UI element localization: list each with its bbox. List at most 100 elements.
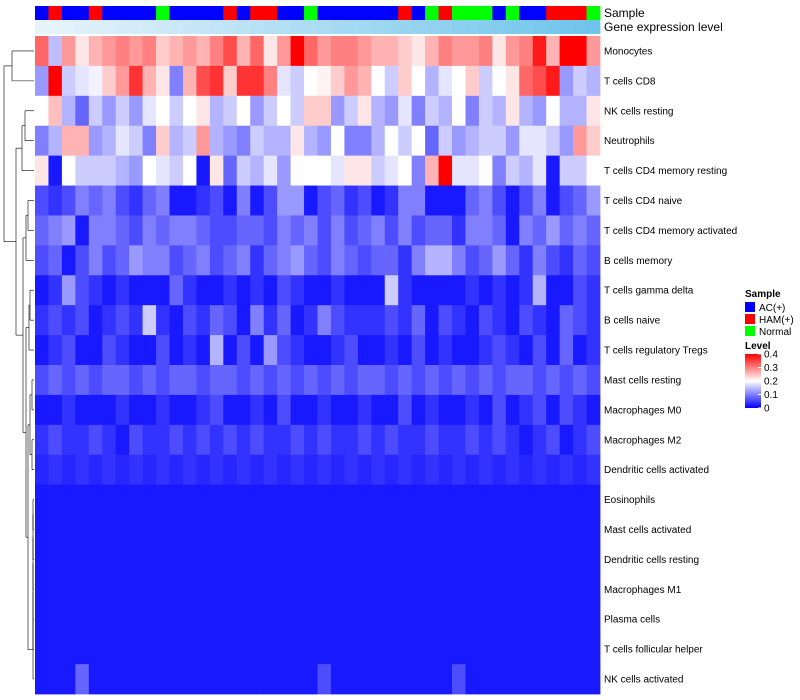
heatmap-cell: [102, 484, 117, 515]
heatmap-cell: [263, 574, 278, 605]
heatmap-cell: [371, 95, 386, 127]
heatmap-cell: [61, 335, 76, 366]
heatmap-cell: [546, 484, 561, 515]
heatmap-cell: [263, 275, 278, 306]
heatmap-cell: [546, 65, 561, 97]
heatmap-cell: [438, 394, 453, 426]
heatmap-cell: [478, 275, 493, 306]
row-label: T cells CD8: [604, 76, 656, 87]
heatmap-cell: [411, 424, 426, 456]
heatmap-cell: [425, 65, 439, 97]
heatmap-cell: [317, 424, 332, 456]
heatmap-cell: [330, 574, 345, 605]
heatmap-cell: [505, 155, 520, 186]
heatmap-cell: [478, 95, 493, 127]
heatmap-cell: [250, 664, 265, 695]
heatmap-cell: [505, 394, 520, 426]
heatmap-cell: [573, 394, 587, 426]
heatmap-cell: [505, 335, 520, 366]
heatmap-cell: [129, 305, 144, 336]
heatmap-cell: [182, 484, 197, 515]
heatmap-cell: [411, 574, 426, 605]
heatmap-cell: [452, 454, 466, 486]
sample-legend-label: Normal: [759, 327, 791, 338]
heatmap-cell: [115, 394, 130, 426]
heatmap-cell: [317, 454, 332, 486]
heatmap-cell: [559, 454, 574, 486]
heatmap-cell: [102, 424, 117, 456]
heatmap-cell: [209, 394, 224, 426]
heatmap-cell: [573, 484, 587, 515]
sample-annotation-cell: [478, 6, 493, 20]
heatmap-cell: [505, 454, 520, 486]
heatmap-cell: [48, 484, 63, 515]
heatmap-cell: [586, 484, 601, 515]
heatmap-cell: [478, 185, 493, 216]
heatmap-cell: [182, 454, 197, 486]
sample-annotation-cell: [115, 6, 130, 20]
heatmap-cell: [573, 65, 587, 97]
heatmap-cell: [115, 245, 130, 276]
heatmap-cell: [384, 634, 399, 665]
heatmap-cell: [304, 95, 318, 127]
heatmap-cell: [75, 36, 90, 67]
heatmap-cell: [573, 365, 587, 396]
heatmap-cell: [546, 365, 561, 396]
heatmap-cell: [156, 185, 170, 216]
heatmap-cell: [223, 394, 238, 426]
heatmap-cell: [452, 305, 466, 336]
heatmap-cell: [465, 275, 480, 306]
heatmap-cell: [88, 36, 103, 67]
heatmap-cell: [196, 215, 211, 246]
heatmap-cell: [465, 424, 480, 456]
heatmap-cell: [344, 394, 359, 426]
sample-annotation-cell: [304, 6, 318, 20]
heatmap-cell: [169, 604, 184, 635]
heatmap-cell: [398, 335, 413, 366]
heatmap-cell: [88, 305, 103, 336]
heatmap-cell: [35, 65, 49, 97]
heatmap-cell: [61, 634, 76, 665]
heatmap-cell: [277, 275, 291, 306]
heatmap-cell: [182, 215, 197, 246]
heatmap-cell: [236, 544, 251, 575]
heatmap-cell: [196, 95, 211, 127]
heatmap-cell: [115, 454, 130, 486]
heatmap-cell: [142, 95, 157, 127]
heatmap-cell: [357, 574, 372, 605]
sample-annotation-track: [35, 6, 601, 20]
heatmap-cell: [492, 95, 507, 127]
heatmap-cell: [196, 454, 211, 486]
heatmap-cell: [586, 454, 601, 486]
heatmap-cell: [344, 484, 359, 515]
heatmap-cell: [61, 394, 76, 426]
heatmap-cell: [75, 245, 90, 276]
heatmap-cell: [330, 245, 345, 276]
heatmap-cell: [35, 394, 49, 426]
heatmap-cell: [196, 275, 211, 306]
heatmap-cell: [75, 215, 90, 246]
sample-annotation-cell: [519, 6, 534, 20]
heatmap-cell: [102, 514, 117, 545]
sample-annotation-cell: [263, 6, 278, 20]
heatmap-cell: [398, 155, 413, 186]
heatmap-cell: [452, 215, 466, 246]
heatmap-cell: [559, 95, 574, 127]
heatmap-cell: [532, 634, 547, 665]
heatmap-cell: [519, 664, 534, 695]
heatmap-cell: [532, 125, 547, 157]
heatmap-cell: [250, 394, 265, 426]
heatmap-cell: [196, 514, 211, 545]
heatmap-cell: [519, 514, 534, 545]
sample-legend: Sample AC(+)HAM(+)Normal: [745, 289, 794, 338]
heatmap-cell: [169, 634, 184, 665]
heatmap-cell: [317, 394, 332, 426]
heatmap-cell: [35, 454, 49, 486]
heatmap-cell: [478, 36, 493, 67]
heatmap-cell: [492, 394, 507, 426]
heatmap-cell: [478, 245, 493, 276]
heatmap-cell: [505, 365, 520, 396]
level-legend-title: Level: [745, 341, 771, 352]
heatmap-cell: [35, 514, 49, 545]
heatmap-cell: [182, 365, 197, 396]
